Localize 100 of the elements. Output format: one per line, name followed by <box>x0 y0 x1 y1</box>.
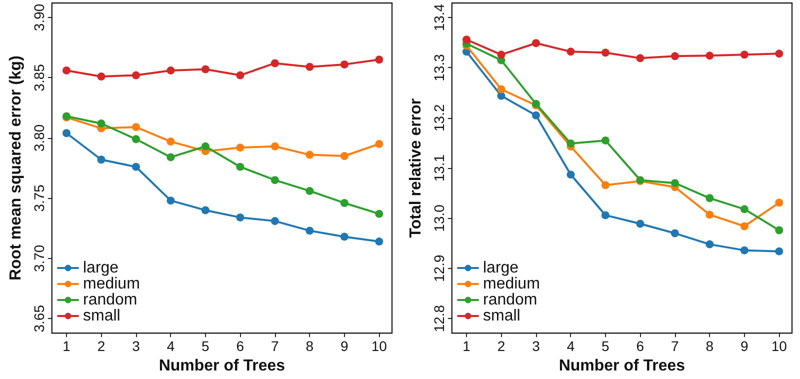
point <box>201 142 210 150</box>
point <box>62 129 70 138</box>
point <box>340 232 348 241</box>
x-tick-label: 7 <box>271 338 280 354</box>
point <box>236 71 244 80</box>
point <box>775 226 784 234</box>
point <box>462 36 470 44</box>
point <box>166 138 175 146</box>
point <box>166 196 175 205</box>
point <box>601 181 610 190</box>
x-tick-label: 5 <box>202 338 210 354</box>
point <box>670 52 679 60</box>
point <box>740 205 748 214</box>
x-tick-label: 3 <box>532 338 540 354</box>
point <box>601 211 610 220</box>
y-tick-label: 3.70 <box>30 244 47 272</box>
point <box>636 220 644 228</box>
point <box>375 238 384 246</box>
y-tick-label: 12.8 <box>430 304 447 332</box>
x-tick-label: 9 <box>340 338 349 354</box>
point <box>497 50 506 59</box>
point <box>166 66 175 74</box>
x-tick-label: 8 <box>706 338 714 354</box>
point <box>340 198 348 207</box>
legend-label: large <box>83 260 119 276</box>
x-tick-label: 10 <box>371 338 388 354</box>
y-axis-title: Total relative error <box>408 98 424 238</box>
x-tick-label: 2 <box>497 338 506 354</box>
point <box>97 72 106 80</box>
point <box>775 198 784 207</box>
point <box>706 194 714 202</box>
point <box>497 92 506 100</box>
legend-label: medium <box>483 276 540 292</box>
x-tick-label: 7 <box>671 338 680 354</box>
point <box>62 66 70 74</box>
point <box>97 119 106 128</box>
point <box>566 48 575 56</box>
x-tick-label: 5 <box>602 338 610 354</box>
point <box>670 179 679 188</box>
point <box>306 226 314 235</box>
y-tick-label: 12.9 <box>430 254 447 282</box>
x-axis-title: Number of Trees <box>158 358 286 374</box>
x-tick-label: 6 <box>236 338 244 354</box>
point <box>375 210 384 218</box>
x-tick-label: 4 <box>566 338 575 354</box>
point <box>270 142 279 150</box>
point <box>236 162 244 171</box>
point <box>201 65 210 74</box>
point <box>132 71 140 80</box>
x-tick-label: 1 <box>62 338 71 354</box>
y-tick-label: 13.4 <box>430 4 447 32</box>
legend-label: small <box>83 308 120 324</box>
point <box>236 213 244 222</box>
x-tick-label: 4 <box>166 338 175 354</box>
legend-label: random <box>83 292 138 308</box>
point <box>706 52 714 60</box>
point <box>375 140 384 148</box>
point <box>97 156 106 164</box>
y-tick-label: 3.80 <box>30 124 47 152</box>
x-tick-label: 10 <box>771 338 788 354</box>
point <box>270 59 279 68</box>
legend-label: large <box>483 260 519 276</box>
point <box>740 246 748 254</box>
point <box>132 162 140 171</box>
point <box>236 144 244 152</box>
x-tick-label: 8 <box>306 338 314 354</box>
point <box>740 222 748 230</box>
y-tick-label: 3.90 <box>30 4 47 32</box>
x-tick-label: 1 <box>462 338 471 354</box>
legend-label: medium <box>83 276 140 292</box>
point <box>775 247 784 256</box>
point <box>775 50 784 58</box>
point <box>532 111 540 120</box>
point <box>306 62 314 71</box>
point <box>706 240 714 248</box>
point <box>132 123 140 132</box>
x-axis-title: Number of Trees <box>558 358 686 374</box>
x-tick-label: 9 <box>740 338 749 354</box>
y-tick-label: 13.3 <box>430 54 447 82</box>
x-tick-label: 3 <box>132 338 140 354</box>
point <box>306 186 314 195</box>
point <box>566 170 575 179</box>
x-tick-label: 6 <box>636 338 644 354</box>
point <box>601 48 610 57</box>
legend-label: small <box>483 308 520 324</box>
point <box>566 139 575 148</box>
y-tick-label: 13.2 <box>430 104 447 132</box>
point <box>375 56 384 64</box>
point <box>166 153 175 162</box>
point <box>636 54 644 62</box>
y-axis-title: Root mean squared error (kg) <box>8 56 24 281</box>
y-tick-label: 13.0 <box>430 204 447 232</box>
point <box>270 217 279 226</box>
point <box>601 136 610 144</box>
legend-label: random <box>483 292 538 308</box>
y-tick-label: 3.85 <box>30 64 47 92</box>
point <box>740 50 748 59</box>
point <box>306 150 314 159</box>
point <box>532 39 540 48</box>
point <box>270 176 279 184</box>
